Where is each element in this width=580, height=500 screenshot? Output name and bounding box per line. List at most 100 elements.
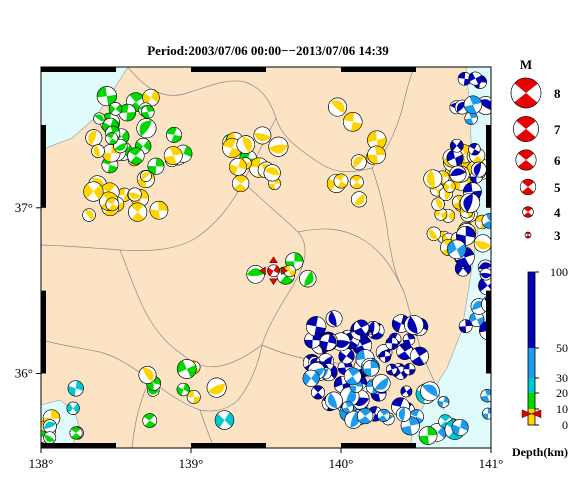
frame-scale-bars	[41, 67, 491, 448]
magnitude-legend-label: 4	[554, 205, 561, 220]
beachball	[367, 145, 386, 165]
beachball	[473, 234, 491, 253]
beachball	[229, 157, 247, 176]
beachball	[379, 350, 392, 363]
frame-bar-bottom	[341, 443, 416, 448]
frame-bar-bottom	[191, 443, 266, 448]
beachball	[385, 337, 399, 350]
magnitude-legend-label: 6	[554, 153, 561, 168]
x-tick-label: 141°	[479, 456, 504, 471]
beachball	[420, 381, 440, 402]
beachball	[468, 143, 481, 156]
beachball	[446, 149, 464, 167]
beachball	[214, 410, 235, 430]
beachball	[377, 408, 391, 422]
frame-bar-left	[41, 124, 46, 208]
mainshock-arrow	[259, 266, 266, 276]
depth-tick-label: 10	[556, 402, 568, 416]
beachball	[82, 208, 96, 222]
depth-legend-title: Depth(km)	[512, 445, 568, 459]
mainshock-arrow	[269, 278, 278, 286]
beachball	[451, 418, 469, 436]
frame-bar-top	[341, 67, 416, 72]
beachball	[325, 310, 343, 328]
beachball	[438, 414, 453, 429]
beachball	[186, 390, 201, 404]
frame-bar-bottom	[41, 443, 116, 448]
beachball	[426, 226, 442, 241]
beachball	[232, 174, 250, 193]
beachball	[480, 389, 491, 403]
beachball	[338, 348, 355, 365]
beachball	[105, 197, 120, 212]
beachball	[513, 116, 539, 142]
beachball	[136, 118, 157, 139]
beachball	[176, 359, 197, 379]
beachball	[91, 144, 105, 158]
beachball	[268, 136, 289, 157]
beachball	[299, 270, 317, 288]
beachball	[353, 319, 370, 336]
depth-tick-label: 20	[556, 386, 568, 400]
beachball	[350, 154, 367, 171]
beachball	[402, 333, 416, 346]
beachball	[404, 315, 424, 335]
beachball	[163, 146, 183, 165]
beachball	[510, 77, 542, 109]
depth-color-band	[528, 409, 535, 425]
beachball	[449, 165, 467, 183]
beachball	[43, 431, 57, 445]
beachball	[343, 367, 362, 386]
beachball	[362, 359, 380, 377]
beachball	[455, 226, 476, 246]
beachball	[463, 95, 483, 114]
beachball	[236, 135, 256, 154]
x-tick-label: 139°	[179, 456, 204, 471]
beachball	[519, 178, 537, 196]
beachball	[372, 374, 391, 393]
depth-color-band	[528, 393, 535, 409]
earthquake-mechanisms	[41, 71, 491, 445]
x-tick-label: 140°	[329, 456, 354, 471]
beachball	[343, 112, 363, 132]
depth-tick-label: 0	[562, 418, 568, 432]
beachball	[449, 138, 464, 153]
beachball	[319, 333, 337, 351]
depth-color-band	[528, 272, 535, 348]
mainshock-marker	[259, 256, 288, 286]
beachball	[141, 105, 155, 119]
depth-marker-right	[530, 409, 542, 419]
beachball	[138, 366, 157, 384]
beachball	[206, 377, 227, 398]
beachball	[147, 157, 165, 175]
magnitude-legend: 8 7 6 5 4 3	[510, 77, 561, 243]
beachball	[400, 385, 413, 398]
map-area	[41, 67, 491, 448]
beachball	[83, 181, 104, 202]
x-axis-ticks: 138° 139° 140° 141°	[29, 448, 504, 471]
beachball	[396, 343, 414, 360]
beachball	[351, 191, 368, 208]
y-tick-label: 36°	[15, 365, 33, 380]
beachball	[482, 407, 491, 420]
x-tick-label: 138°	[29, 456, 54, 471]
beachball	[43, 419, 57, 434]
magnitude-legend-label: 3	[554, 228, 561, 243]
beachball	[306, 316, 327, 337]
beachball	[127, 147, 145, 165]
beachball	[166, 126, 183, 143]
beachball	[443, 180, 456, 193]
beachball	[410, 346, 429, 366]
beachball	[367, 130, 387, 150]
beachball	[437, 396, 450, 408]
mainshock-arrow	[281, 266, 288, 276]
beachball	[176, 382, 190, 397]
beachball	[385, 363, 398, 376]
magnitude-legend-label: 5	[554, 180, 561, 195]
beachball	[108, 102, 123, 116]
beachball	[431, 197, 445, 211]
beachball	[468, 71, 483, 86]
beachball	[85, 129, 103, 147]
depth-color-band	[528, 348, 535, 378]
